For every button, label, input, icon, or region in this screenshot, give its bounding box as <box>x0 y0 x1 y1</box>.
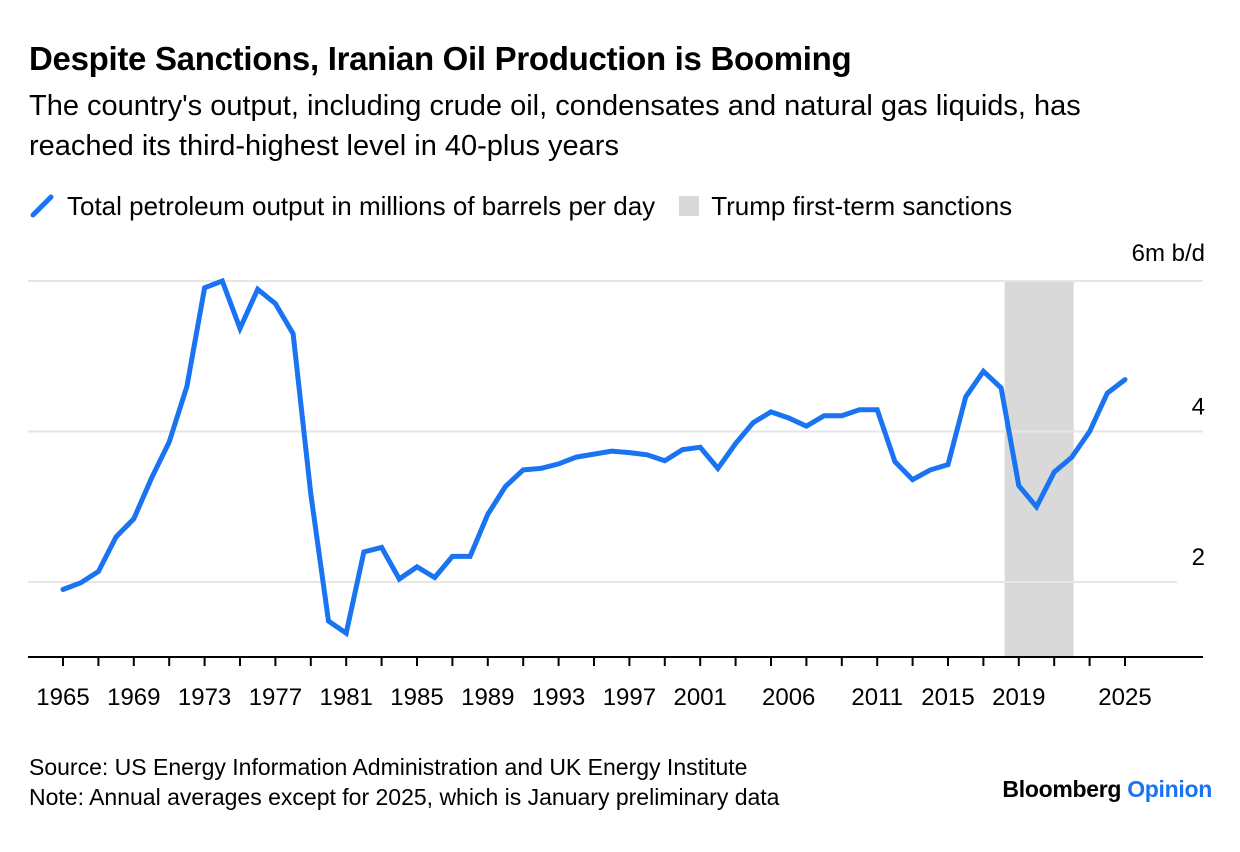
legend-item-band: Trump first-term sanctions <box>679 191 1012 222</box>
legend: Total petroleum output in millions of ba… <box>29 188 1036 224</box>
brand-logo: Bloomberg Opinion <box>1002 776 1212 803</box>
x-tick-label: 1989 <box>461 684 514 711</box>
x-tick-label: 2015 <box>921 684 974 711</box>
x-tick-label: 1981 <box>320 684 373 711</box>
x-tick-label: 1985 <box>390 684 443 711</box>
x-tick-label: 2011 <box>851 684 903 711</box>
data-note: Note: Annual averages except for 2025, w… <box>29 784 780 810</box>
footer: Source: US Energy Information Administra… <box>29 752 779 812</box>
x-tick-label: 2025 <box>1098 684 1151 711</box>
y-tick-label: 4 <box>1192 394 1205 421</box>
x-tick-label: 1965 <box>36 684 89 711</box>
y-tick-label: 6m b/d <box>1132 240 1205 267</box>
legend-series-label: Total petroleum output in millions of ba… <box>67 190 656 221</box>
series-line <box>60 277 1128 638</box>
legend-band-icon <box>679 196 700 216</box>
x-tick-label: 1997 <box>603 684 656 711</box>
chart-subtitle: The country's output, including crude oi… <box>29 90 1081 162</box>
x-tick-label: 2001 <box>674 684 727 711</box>
chart-title: Despite Sanctions, Iranian Oil Productio… <box>29 40 852 77</box>
brand-name: Bloomberg <box>1002 776 1122 802</box>
x-tick-label: 1973 <box>178 684 231 711</box>
x-tick-label: 2019 <box>992 684 1045 711</box>
x-tick-label: 2006 <box>762 684 815 711</box>
y-tick-label: 2 <box>1192 544 1205 571</box>
x-tick-label: 1969 <box>107 684 160 711</box>
brand-product: Opinion <box>1127 776 1212 802</box>
legend-line-icon <box>30 194 54 218</box>
x-tick-label: 1977 <box>249 684 302 711</box>
legend-item-series: Total petroleum output in millions of ba… <box>29 191 655 222</box>
legend-band-label: Trump first-term sanctions <box>711 190 1013 221</box>
source-note: Source: US Energy Information Administra… <box>29 754 748 780</box>
x-tick-label: 1993 <box>532 684 585 711</box>
